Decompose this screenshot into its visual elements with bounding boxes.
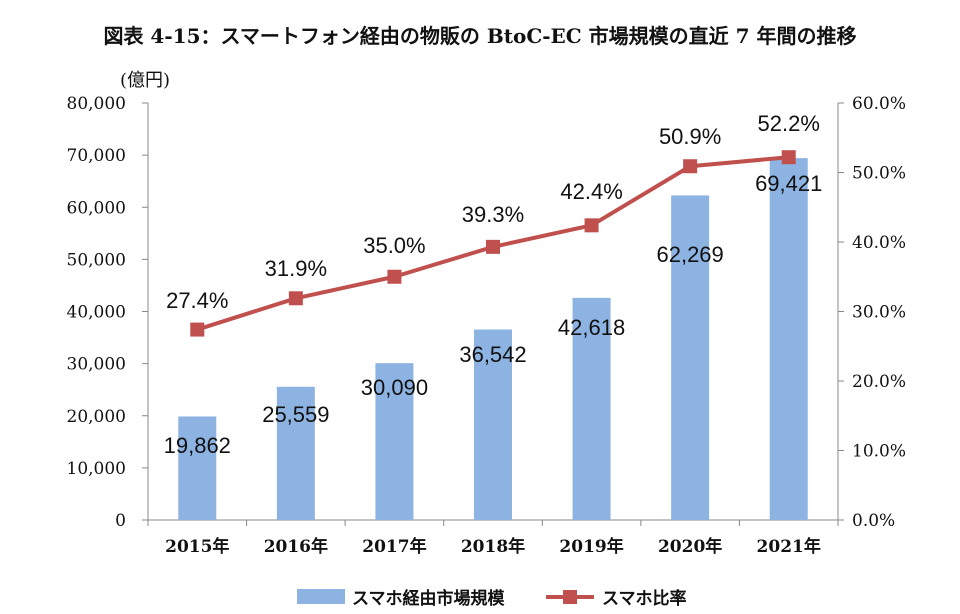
bar-data-label: 42,618 [558,315,625,340]
line-data-label: 27.4% [166,288,228,313]
line-point-marker [584,218,599,233]
y-unit-label: (億円) [120,70,170,91]
y-left-tick-label: 70,000 [67,146,126,166]
y-right-tick-label: 40.0% [852,233,906,253]
bar-data-label: 62,269 [656,242,723,267]
legend-line-marker [563,590,577,604]
line-data-label: 50.9% [659,124,721,149]
line-point-marker [781,150,796,165]
line-point-marker [190,322,205,337]
y-left-tick-label: 50,000 [67,250,126,270]
line-point-marker [387,269,402,284]
line-data-label: 35.0% [363,233,425,258]
line-data-label: 42.4% [560,179,622,204]
x-category-label: 2015年 [165,536,229,557]
x-category-label: 2018年 [461,536,525,557]
bar [276,386,315,520]
y-left-tick-label: 10,000 [67,459,126,479]
line-point-marker [683,159,698,174]
y-right-tick-label: 60.0% [852,94,906,114]
line-data-label: 52.2% [758,111,820,136]
bar-data-label: 36,542 [459,342,526,367]
line-point-marker [288,291,303,306]
legend-bar-swatch [297,589,345,604]
x-category-label: 2020年 [658,536,722,557]
x-category-label: 2019年 [559,536,623,557]
bar [572,297,611,520]
bar [769,158,808,520]
line-point-marker [486,239,500,254]
y-right-tick-label: 50.0% [852,164,906,184]
y-right-tick-label: 30.0% [852,303,906,323]
bar-data-label: 30,090 [361,375,428,400]
y-right-tick-label: 10.0% [852,442,906,462]
y-left-tick-label: 40,000 [67,303,126,323]
bar-data-label: 25,559 [262,402,329,427]
x-category-label: 2017年 [362,536,426,557]
bar [375,363,414,520]
legend-line-label: スマホ比率 [602,588,687,609]
bar [474,329,512,520]
bar [671,195,710,520]
y-right-tick-label: 0.0% [852,511,895,531]
y-right-tick-label: 20.0% [852,372,906,392]
legend-bar-label: スマホ経由市場規模 [352,588,505,609]
y-left-tick-label: 80,000 [67,94,126,114]
bar-data-label: 19,862 [164,433,231,458]
y-left-tick-label: 30,000 [67,355,126,375]
y-left-tick-label: 60,000 [67,198,126,218]
bar-data-label: 69,421 [755,171,822,196]
x-category-label: 2021年 [757,536,821,557]
bar [178,416,217,520]
y-left-tick-label: 0 [115,511,126,531]
y-left-tick-label: 20,000 [67,407,126,427]
line-data-label: 39.3% [462,202,524,227]
x-category-label: 2016年 [264,536,328,557]
line-data-label: 31.9% [265,256,327,281]
chart-title: 図表 4-15：スマートフォン経由の物販の BtoC-EC 市場規模の直近 7 … [103,24,857,48]
